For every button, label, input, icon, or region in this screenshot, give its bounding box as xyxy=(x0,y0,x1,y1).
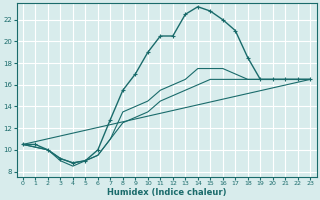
X-axis label: Humidex (Indice chaleur): Humidex (Indice chaleur) xyxy=(107,188,226,197)
